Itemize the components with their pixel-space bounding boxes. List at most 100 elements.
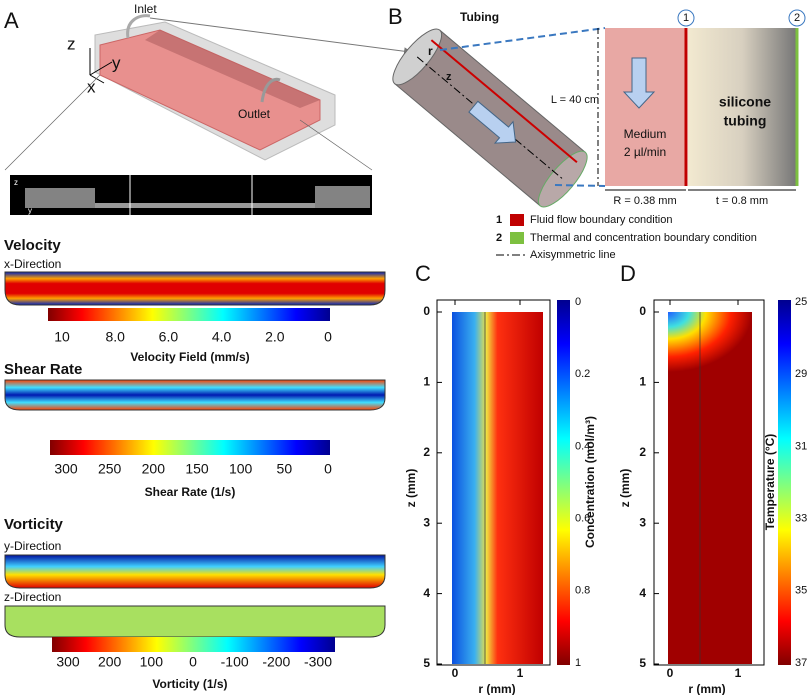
panel-label: B — [388, 4, 403, 29]
colorbar-tick-label: -100 — [221, 654, 249, 670]
legend-text: Axisymmetric line — [530, 249, 616, 261]
legend-text: Fluid flow boundary condition — [530, 214, 672, 226]
section-title: Velocity — [4, 237, 61, 254]
concentration-map — [452, 312, 543, 664]
colorbar-label: Temperature (°C) — [763, 434, 777, 531]
colorbar-tick-label: 33 — [795, 513, 807, 525]
legend-number: 1 — [496, 214, 502, 226]
colorbar-tick-label: 25 — [795, 296, 807, 308]
colorbar-tick-label: 0 — [324, 329, 332, 345]
direction-label: x-Direction — [4, 257, 61, 271]
x-tick-label: 0 — [667, 666, 674, 680]
length-label: L = 40 cm — [551, 94, 599, 106]
domain-schematic — [597, 9, 806, 191]
colorbar-tick-label: 1 — [575, 657, 581, 669]
colorbar-tick-label: 4.0 — [212, 329, 232, 345]
medium-label: 2 µl/min — [624, 145, 666, 159]
y-tick-label: 0 — [423, 304, 430, 318]
colorbar — [557, 300, 570, 665]
colorbar-tick-label: 0.4 — [575, 440, 590, 452]
colorbar — [778, 300, 791, 665]
colorbar-tick-label: 100 — [140, 654, 164, 670]
medium-label: Medium — [624, 127, 667, 141]
y-tick-label: 4 — [423, 586, 430, 600]
colorbar-label: Velocity Field (mm/s) — [130, 350, 249, 364]
tubing-label: tubing — [724, 113, 767, 129]
section-title: Shear Rate — [4, 361, 82, 378]
tube-cylinder — [392, 28, 588, 208]
direction-label: y-Direction — [4, 539, 61, 553]
colorbar-tick-label: 0.2 — [575, 368, 590, 380]
axis-label: z — [67, 34, 76, 53]
axis-label: r — [428, 44, 433, 58]
colorbar-tick-label: 0 — [324, 461, 332, 477]
colorbar-tick-label: 50 — [277, 461, 293, 477]
colorbar — [48, 308, 330, 321]
plot-frame — [436, 299, 551, 666]
colorbar-tick-label: 2.0 — [265, 329, 285, 345]
colorbar-tick-label: 0 — [575, 296, 581, 308]
colorbar-tick-label: 0.6 — [575, 513, 590, 525]
channel-drawing — [4, 14, 412, 171]
colorbar — [50, 440, 330, 455]
panel-label: D — [620, 261, 636, 286]
colorbar-tick-label: -200 — [262, 654, 290, 670]
colorbar-label: Vorticity (1/s) — [152, 677, 227, 691]
colorbar-label: Shear Rate (1/s) — [145, 485, 236, 499]
x-tick-label: 0 — [452, 666, 459, 680]
colorbar-tick-label: 0.8 — [575, 585, 590, 597]
direction-label: z-Direction — [4, 590, 61, 604]
axis-label: y — [112, 53, 121, 72]
colorbar — [52, 637, 335, 652]
tubing-label: silicone — [719, 94, 771, 110]
tubing-title: Tubing — [460, 10, 499, 24]
colorbar-tick-label: 35 — [795, 585, 807, 597]
colorbar-tick-label: 6.0 — [159, 329, 179, 345]
axis-title: z (mm) — [404, 469, 418, 508]
radius-label: R = 0.38 mm — [613, 195, 676, 207]
boundary-marker: 1 — [683, 12, 689, 24]
colorbar-tick-label: 250 — [98, 461, 122, 477]
legend-swatch — [510, 214, 524, 226]
colorbar-tick-label: -300 — [304, 654, 332, 670]
microscope-strip — [10, 175, 372, 215]
y-tick-label: 0 — [639, 304, 646, 318]
colorbar-tick-label: 200 — [142, 461, 166, 477]
colorbar-tick-label: 100 — [229, 461, 253, 477]
axis-title: r (mm) — [688, 682, 725, 695]
shear-field — [4, 379, 386, 411]
legend-text: Thermal and concentration boundary condi… — [530, 232, 757, 244]
vorticity-z-field — [4, 605, 386, 638]
legend-swatch — [510, 232, 524, 244]
y-tick-label: 3 — [423, 515, 430, 529]
axis-label: x — [87, 77, 96, 96]
legend-number: 2 — [496, 232, 502, 244]
colorbar-tick-label: 37 — [795, 657, 807, 669]
y-tick-label: 1 — [423, 375, 430, 389]
x-tick-label: 1 — [517, 666, 524, 680]
y-tick-label: 5 — [423, 656, 430, 670]
x-tick-label: 1 — [735, 666, 742, 680]
panel-label: A — [4, 8, 19, 33]
y-tick-label: 2 — [423, 445, 430, 459]
colorbar-tick-label: 10 — [54, 329, 70, 345]
axis-title: r (mm) — [478, 682, 515, 695]
colorbar-label: Concentration (mol/m³) — [583, 416, 597, 548]
axis-label: y — [28, 206, 32, 215]
colorbar-tick-label: 31 — [795, 440, 807, 452]
section-title: Vorticity — [4, 516, 64, 533]
velocity-field — [4, 271, 386, 306]
boundary-marker: 2 — [794, 12, 800, 24]
outlet-label: Outlet — [238, 107, 271, 121]
colorbar-tick-label: 300 — [56, 654, 80, 670]
vorticity-y-field — [4, 554, 386, 589]
y-tick-label: 5 — [639, 656, 646, 670]
colorbar-tick-label: 29 — [795, 368, 807, 380]
y-tick-label: 2 — [639, 445, 646, 459]
temperature-map — [668, 312, 752, 372]
axis-label: z — [14, 178, 18, 187]
y-tick-label: 3 — [639, 515, 646, 529]
axis-label: z — [446, 71, 452, 83]
colorbar-tick-label: 200 — [98, 654, 122, 670]
